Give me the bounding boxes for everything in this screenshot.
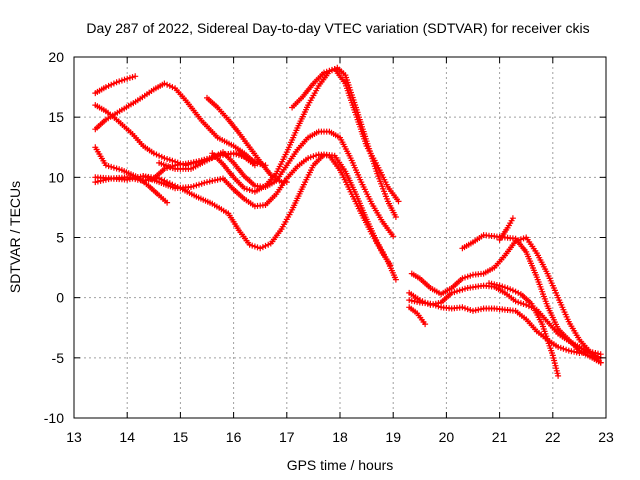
series-markers (486, 280, 562, 379)
x-tick-label: 18 (332, 429, 348, 445)
series-sat-k (289, 66, 402, 205)
series-sat-p (406, 304, 429, 328)
series-markers (408, 234, 604, 366)
series-markers (406, 304, 429, 328)
series-sat-i (156, 128, 397, 240)
x-tick-label: 19 (385, 429, 401, 445)
series-sat-o (459, 232, 604, 366)
series-markers (140, 151, 394, 269)
x-tick-label: 13 (66, 429, 82, 445)
x-tick-label: 17 (279, 429, 295, 445)
x-tick-label: 15 (173, 429, 189, 445)
series-sat-n (408, 234, 604, 366)
chart-title: Day 287 of 2022, Sidereal Day-to-day VTE… (86, 20, 589, 36)
y-tick-label: 5 (56, 230, 64, 246)
x-tick-label: 21 (492, 429, 508, 445)
y-tick-label: 20 (48, 49, 64, 65)
y-tick-label: -10 (44, 410, 64, 426)
x-axis-label: GPS time / hours (287, 457, 394, 473)
y-tick-label: -5 (52, 350, 65, 366)
y-tick-label: 10 (48, 169, 64, 185)
series-markers (496, 215, 516, 243)
series-sat-a (92, 73, 139, 97)
y-axis-label: SDTVAR / TECUs (7, 181, 23, 293)
x-tick-label: 16 (226, 429, 242, 445)
series-markers (92, 73, 139, 97)
series-line (95, 153, 397, 281)
series-line (408, 284, 602, 359)
series-sat-q (486, 280, 562, 379)
series-markers (459, 232, 604, 366)
y-tick-label: 15 (48, 109, 64, 125)
series-sat-h (140, 151, 394, 269)
x-tick-label: 20 (439, 429, 455, 445)
series-sat-r (496, 215, 516, 243)
series-layer (92, 64, 604, 379)
x-tick-label: 14 (119, 429, 135, 445)
x-tick-label: 23 (598, 429, 614, 445)
series-markers (156, 128, 397, 240)
axis-ticks: 13 14 15 16 17 18 19 20 21 22 23 -10 -5 0 5 10 15 20 (44, 49, 614, 445)
y-tick-label: 0 (56, 290, 64, 306)
x-tick-label: 22 (545, 429, 561, 445)
series-markers (289, 66, 402, 205)
series-sat-g (92, 151, 399, 283)
series-markers (92, 151, 399, 283)
